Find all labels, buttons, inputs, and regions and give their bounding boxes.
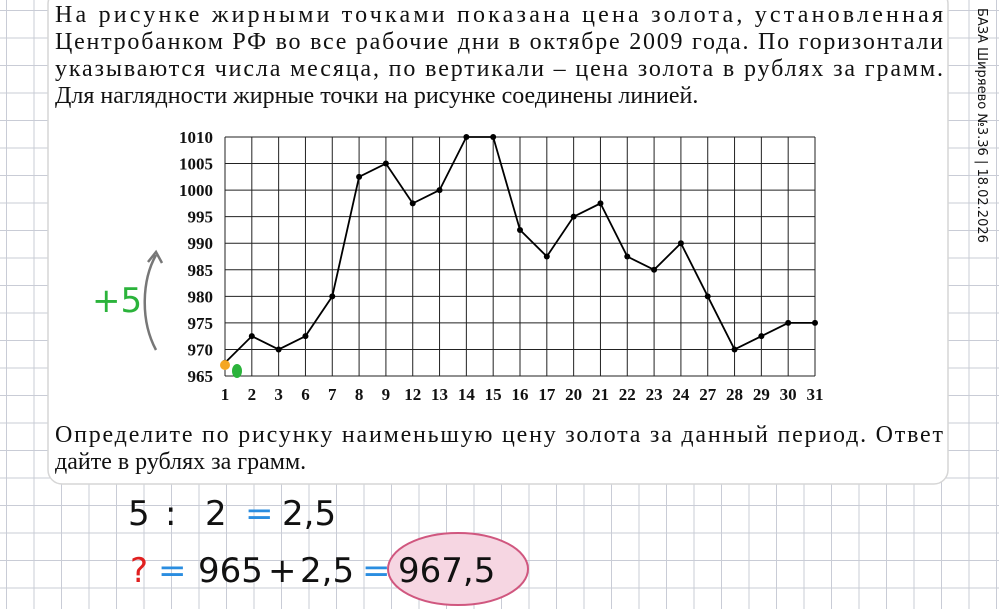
y-tick-label: 1000 [179,181,213,200]
x-tick-label: 21 [592,385,609,404]
x-tick-label: 28 [726,385,743,404]
x-tick-label: 9 [382,385,391,404]
x-tick-label: 14 [458,385,476,404]
y-tick-label: 1010 [179,128,213,147]
handwriting: +55:2 = 2,5? = 965 +2,5 = 967,5 [92,281,495,591]
price-point [785,319,792,326]
price-point [731,346,738,353]
dot-orange [220,360,230,370]
question-line: дайте в рублях за грамм. [55,449,306,475]
step2-part: ? [130,551,148,591]
y-tick-label: 990 [188,234,214,253]
x-tick-label: 15 [485,385,502,404]
x-tick-label: 23 [646,385,663,404]
x-tick-label: 6 [301,385,310,404]
price-point [812,319,818,326]
price-point [597,200,604,207]
step1-part: 5 [128,494,150,534]
step2-part: = [158,551,187,591]
price-point [570,213,577,220]
price-point [356,173,363,180]
side-label: БАЗА Ширяево №3.36 | 18.02.2026 [974,8,989,243]
price-point [624,253,631,260]
price-point [651,266,658,273]
x-tick-label: 7 [328,385,337,404]
problem-line: указываются числа месяца, по вертикали –… [55,56,943,82]
y-tick-label: 995 [188,208,214,227]
answer-circle [387,532,529,606]
price-point [704,293,711,300]
price-point [463,134,470,140]
price-point [490,134,497,140]
price-point [677,240,684,247]
x-tick-label: 13 [431,385,448,404]
x-tick-label: 20 [565,385,582,404]
price-point [329,293,336,300]
x-tick-label: 31 [807,385,824,404]
problem-line: Центробанком РФ во все рабочие дни в окт… [55,29,943,55]
price-point [436,187,443,194]
x-tick-label: 27 [699,385,717,404]
arrow [143,249,164,351]
step2-part: = [362,551,391,591]
price-point [382,160,389,167]
step1-part: 2 [205,494,227,534]
x-tick-label: 22 [619,385,636,404]
y-tick-label: 1005 [179,155,213,174]
price-point [248,333,255,340]
y-tick-label: 985 [188,261,214,280]
x-tick-label: 12 [404,385,421,404]
x-tick-label: 3 [274,385,283,404]
step2-part: 967,5 [398,551,495,591]
x-tick-label: 16 [512,385,529,404]
price-point [409,200,416,207]
price-point [302,333,309,340]
price-point [758,333,765,340]
step1-part: 2,5 [282,494,336,534]
price-point [517,226,523,233]
x-tick-label: 17 [538,385,556,404]
x-tick-label: 30 [780,385,797,404]
x-tick-label: 2 [248,385,257,404]
step2-part: 2,5 [300,551,354,591]
x-tick-label: 24 [672,385,690,404]
problem-line: Для наглядности жирные точки на рисунке … [55,83,698,109]
y-tick-label: 980 [188,287,214,306]
problem-card [47,0,949,485]
price-point [543,253,550,260]
x-tick-label: 1 [221,385,230,404]
step1-part: = [245,494,274,534]
hint: +5 [92,281,142,321]
y-tick-label: 975 [188,314,214,333]
y-tick-label: 970 [188,340,214,359]
step1-part: : [165,494,176,534]
price-point [275,346,282,353]
step2-part: 965 [198,551,263,591]
dot-green [232,364,242,378]
x-tick-label: 8 [355,385,364,404]
question-line: Определите по рисунку наименьшую цену зо… [55,422,943,448]
step2-part: + [268,551,297,591]
y-tick-label: 965 [188,367,214,386]
x-tick-label: 29 [753,385,770,404]
